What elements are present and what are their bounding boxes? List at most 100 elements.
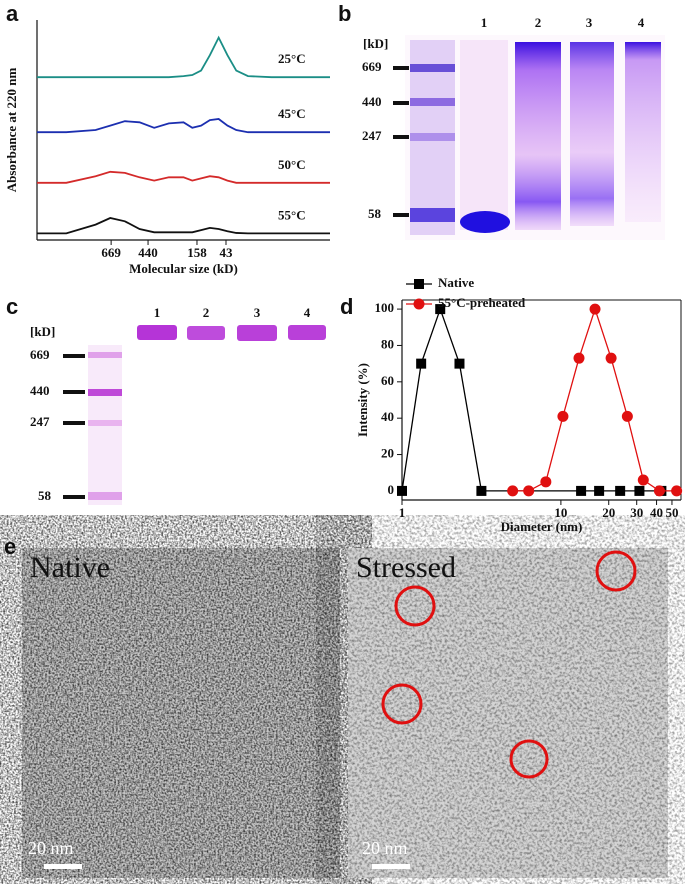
lane-label: 1 [481,15,488,30]
marker [634,485,645,496]
lane-label: 2 [535,15,542,30]
series-line [37,35,330,79]
x-tick-label: 1 [399,505,406,520]
x-axis-label: Diameter (nm) [501,519,583,534]
y-tick-label: 60 [381,373,394,388]
x-tick-label: 158 [187,245,207,260]
y-tick-label: 20 [381,446,394,461]
scale-bar [372,864,410,869]
marker-band [88,389,122,396]
marker-label: 440 [30,383,50,398]
highlight-circle [394,585,436,627]
lane [625,42,661,222]
marker [454,358,465,369]
series-line [512,306,677,492]
x-tick-label: 30 [630,505,643,520]
series-label: 25°C [278,51,306,66]
marker [576,485,587,496]
marker-band [88,352,122,358]
marker-tick [63,495,85,499]
marker-label: 58 [368,206,382,221]
marker-tick [63,421,85,425]
marker-tick [393,213,409,217]
x-tick-label: 40 [650,505,663,520]
highlight-circle [381,683,423,725]
marker [523,485,535,497]
x-tick-label: 20 [602,505,615,520]
marker [476,485,487,496]
legend-marker [414,279,424,289]
micrograph-stressed: Stressed 20 nm [348,548,668,878]
series-label: 45°C [278,106,306,121]
series-line [37,170,330,184]
marker [671,485,683,497]
marker-tick [393,135,409,139]
legend-label: 55°C-preheated [438,295,526,310]
x-tick-label: 669 [101,245,121,260]
scale-bar-label: 20 nm [362,838,408,858]
marker-label: 669 [30,347,50,362]
y-tick-label: 100 [375,300,395,315]
scale-bar-label: 20 nm [28,838,74,858]
gel-b: [kD] 669 440 247 58 1 2 3 4 [362,15,665,240]
series-label: 55°C [278,207,306,222]
marker [557,410,569,422]
marker [507,485,519,497]
marker [605,352,617,364]
marker-label: 58 [38,488,52,503]
x-axis-label: Molecular size (kD) [129,261,238,276]
y-tick-label: 0 [388,482,395,497]
marker [637,474,649,486]
marker-band [88,492,122,500]
x-tick-label: 43 [219,245,233,260]
micrograph-native: Native 20 nm [22,548,340,878]
marker-band [410,208,455,222]
micrograph-label: Native [30,551,110,584]
marker [653,485,665,497]
marker-tick [393,101,409,105]
x-tick-label: 10 [554,505,567,520]
unit-label: [kD] [30,324,55,339]
marker [621,410,633,422]
legend-marker [413,298,425,310]
lane-band [288,325,326,340]
panel-label: a [6,1,19,26]
lane [570,42,614,226]
markers: 669 440 247 58 [362,59,409,221]
gel-c: [kD] 669 440 247 58 1 2 3 4 [30,305,326,505]
unit-label: [kD] [363,36,388,51]
lane [515,42,561,230]
micrograph-label: Stressed [356,551,456,584]
lane-band [237,325,277,341]
panel-label: c [6,294,18,319]
y-axis-label: Intensity (%) [355,363,370,437]
marker [589,303,601,315]
marker-label: 669 [362,59,382,74]
highlight-circle [509,739,549,779]
series-line [37,217,330,235]
y-axis-label: Absorbance at 220 nm [4,68,19,193]
x-tick-label: 50 [665,505,678,520]
lane-label: 1 [154,305,161,320]
marker-tick [63,354,85,358]
marker-band [410,64,455,72]
marker [573,352,585,364]
micrograph-texture [348,548,668,878]
x-tick-label: 440 [138,245,158,260]
legend-label: Native [438,275,474,290]
lane-label: 4 [304,305,311,320]
lane-label: 2 [203,305,210,320]
y-tick-label: 80 [381,336,394,351]
marker-label: 247 [30,414,50,429]
lane-label: 3 [254,305,261,320]
series-label: 50°C [278,157,306,172]
lane-label: 3 [586,15,593,30]
highlight-circle [595,550,637,592]
lane-band [460,211,510,233]
lane-band [137,325,177,340]
marker [615,485,626,496]
marker [594,485,605,496]
scale-bar [44,864,82,869]
panel-label: e [4,534,16,559]
